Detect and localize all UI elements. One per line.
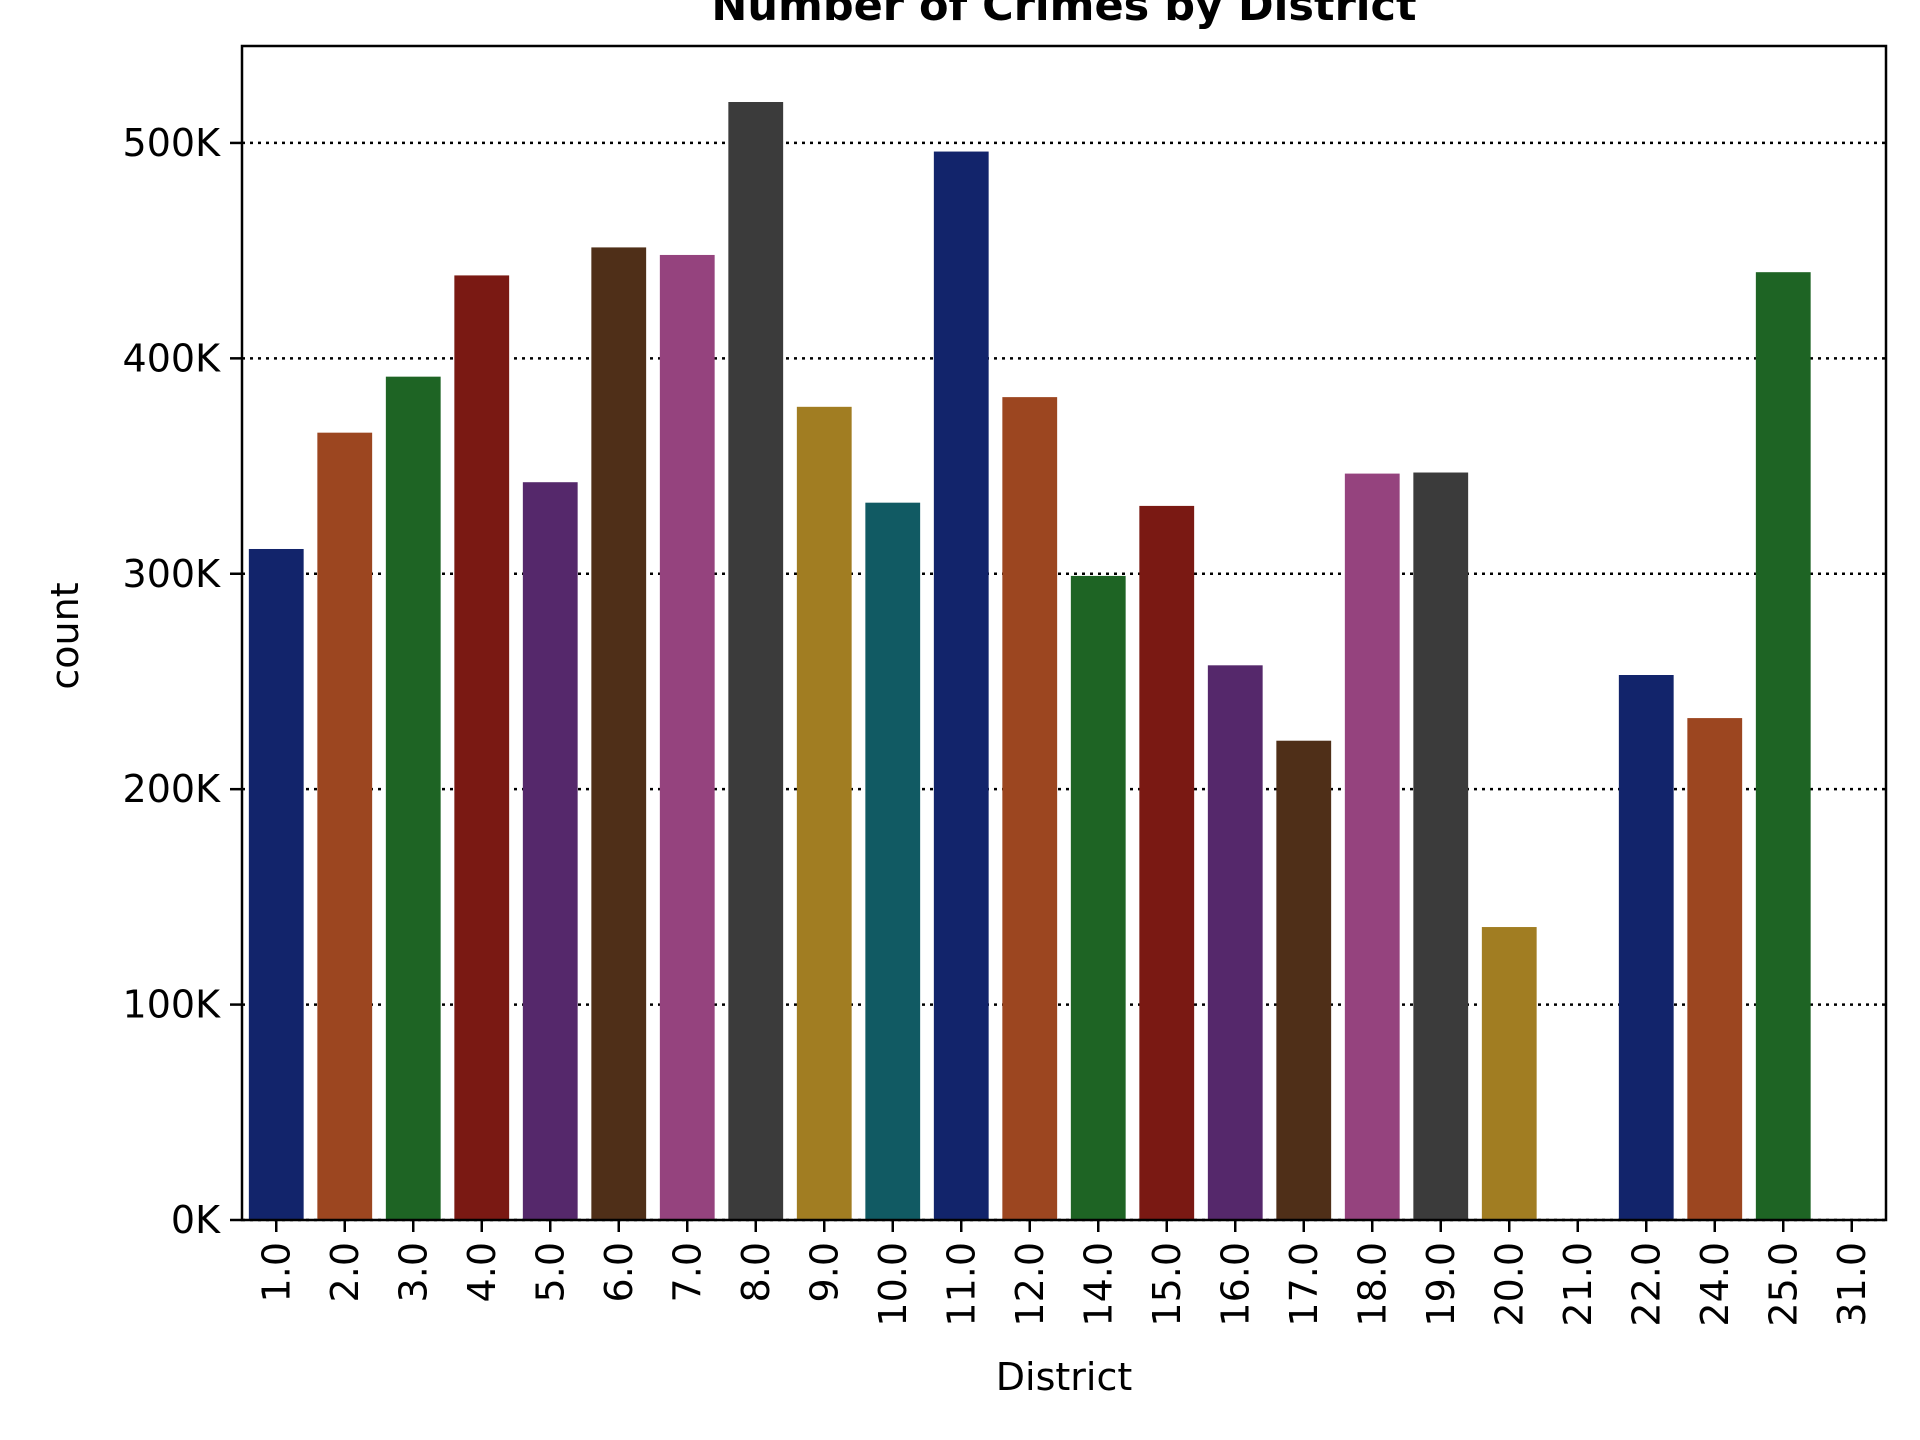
plot-frame: [240, 44, 1888, 1222]
bar-district-2.0: [317, 432, 373, 1221]
bar-district-19.0: [1413, 472, 1469, 1220]
bar-district-8.0: [728, 102, 784, 1221]
y-axis-label: count: [43, 582, 87, 689]
x-tick-label: 10.0: [871, 1242, 915, 1327]
bar-district-3.0: [385, 376, 441, 1221]
bar-district-4.0: [454, 275, 510, 1220]
x-tick-label: 7.0: [665, 1242, 709, 1302]
chart-title: Number of Crimes by District: [711, 0, 1416, 31]
bar-district-11.0: [933, 151, 989, 1221]
x-tick-label: 21.0: [1556, 1242, 1600, 1327]
x-tick-label: 9.0: [802, 1242, 846, 1302]
x-tick-label: 1.0: [254, 1242, 298, 1302]
x-tick-label: 3.0: [391, 1242, 435, 1302]
x-tick-label: 25.0: [1761, 1242, 1805, 1327]
bar-district-12.0: [1002, 397, 1058, 1220]
x-tick-label: 14.0: [1076, 1242, 1120, 1327]
x-tick-label: 11.0: [939, 1242, 983, 1327]
bar-district-7.0: [659, 254, 715, 1221]
bar-district-22.0: [1618, 675, 1674, 1220]
x-tick-label: 24.0: [1693, 1242, 1737, 1327]
y-axis-ticks: 0K 100K 200K 300K 400K 500K: [123, 121, 242, 1242]
x-tick-label: 18.0: [1350, 1242, 1394, 1327]
x-tick-label: 20.0: [1487, 1242, 1531, 1327]
bar-district-25.0: [1755, 272, 1811, 1220]
x-tick-label: 2.0: [323, 1242, 367, 1302]
y-tick-label: 300K: [123, 552, 222, 596]
x-tick-label: 5.0: [528, 1242, 572, 1302]
x-tick-label: 12.0: [1008, 1242, 1052, 1327]
bar-district-24.0: [1687, 718, 1743, 1220]
x-axis-ticks: 1.0 2.0 3.0 4.0 5.0 6.0 7.0 8.0 9.0 10.0 11.0 12.0 1…: [254, 1220, 1874, 1327]
bar-district-17.0: [1276, 740, 1332, 1220]
x-tick-label: 22.0: [1624, 1242, 1668, 1327]
y-tick-label: 200K: [123, 767, 222, 811]
bar-district-15.0: [1139, 505, 1195, 1220]
x-axis-label: District: [996, 1355, 1133, 1399]
x-tick-label: 6.0: [597, 1242, 641, 1302]
x-tick-label: 17.0: [1282, 1242, 1326, 1327]
bar-district-18.0: [1344, 473, 1400, 1220]
bar-district-1.0: [248, 548, 304, 1220]
x-tick-label: 8.0: [734, 1242, 778, 1302]
y-tick-label: 0K: [171, 1198, 221, 1242]
bar-district-9.0: [796, 406, 852, 1220]
bar-district-10.0: [865, 502, 921, 1220]
y-tick-label: 100K: [123, 983, 222, 1027]
bars: [248, 102, 1880, 1221]
x-tick-label: 16.0: [1213, 1242, 1257, 1327]
x-tick-label: 19.0: [1419, 1242, 1463, 1327]
x-tick-label: 15.0: [1145, 1242, 1189, 1327]
bar-district-20.0: [1481, 927, 1537, 1220]
y-tick-label: 400K: [123, 336, 222, 380]
bar-district-14.0: [1070, 575, 1126, 1220]
y-tick-label: 500K: [123, 121, 222, 165]
bar-district-16.0: [1207, 665, 1263, 1220]
x-tick-label: 4.0: [460, 1242, 504, 1302]
x-tick-label: 31.0: [1830, 1242, 1874, 1327]
bar-district-6.0: [591, 247, 647, 1220]
bar-district-5.0: [522, 482, 578, 1220]
